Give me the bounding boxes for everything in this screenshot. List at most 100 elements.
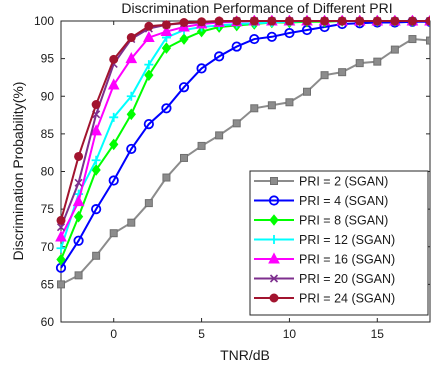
series-pri-2-sgan [57,35,430,289]
data-point [127,218,136,227]
data-point [232,119,241,128]
data-point [390,16,400,26]
legend-item: PRI = 12 (SGAN) [254,233,395,247]
data-point [196,25,207,38]
data-point [232,16,242,26]
data-point [372,16,382,26]
data-point [74,271,83,280]
legend-marker [269,274,279,283]
series-pri-24-sgan [56,16,430,225]
data-point [355,16,365,26]
data-point [126,143,137,155]
x-tick-label: 5 [198,327,205,341]
y-tick-label: 65 [41,277,55,291]
data-point [160,24,173,37]
data-point [426,36,430,45]
data-point [56,223,66,232]
data-point [109,138,119,151]
legend-label: PRI = 2 (SGAN) [299,175,388,189]
data-point [425,16,430,26]
data-point [57,280,65,289]
data-point [303,87,311,96]
data-point [144,69,154,81]
data-point [373,57,382,66]
data-point [161,103,172,114]
data-point [143,30,155,43]
legend-label: PRI = 16 (SGAN) [299,253,395,267]
data-point [91,164,101,176]
series-lines [55,15,430,289]
data-point [109,229,118,238]
data-point [267,101,276,110]
data-point [108,175,119,186]
data-point [215,131,224,140]
data-point [125,52,138,64]
legend-marker [270,177,278,185]
legend-marker [268,195,280,206]
series-line [60,20,430,221]
data-point [355,59,364,68]
data-point [320,16,330,26]
chart-title: Discrimination Performance of Different … [121,0,392,16]
data-point [143,118,154,130]
data-point [197,17,207,27]
legend-box [249,170,429,316]
data-point [338,68,347,77]
data-point [266,31,277,42]
data-point [72,195,85,207]
data-point [90,124,102,136]
y-tick-label: 80 [41,165,55,179]
data-point [56,253,66,266]
legend-label: PRI = 24 (SGAN) [299,292,395,306]
data-point [144,199,153,208]
legend-item: PRI = 8 (SGAN) [254,214,388,228]
data-point [320,71,329,80]
legend-marker [269,214,279,226]
legend-item: PRI = 24 (SGAN) [254,292,395,306]
data-point [249,33,260,45]
legend-marker [268,252,280,264]
y-tick-label: 70 [41,240,55,254]
data-point [337,16,347,26]
data-point [144,21,154,31]
data-point [285,98,294,107]
data-point [267,16,277,26]
x-tick-label: 10 [283,327,297,341]
data-point [126,108,136,121]
data-point [162,173,171,182]
data-point [214,51,225,62]
data-point [407,16,417,26]
data-point [144,60,154,70]
data-point [179,33,189,45]
data-point [179,18,189,28]
data-point [161,20,171,30]
data-point [249,16,259,26]
legend-label: PRI = 4 (SGAN) [299,194,388,208]
series-line [60,20,430,269]
data-point [74,151,84,161]
data-point [302,16,312,26]
data-point [126,91,136,101]
axis-ticks: 0 5 10 15 60 65 70 75 80 85 90 95 100 [34,14,430,341]
y-tick-label: 60 [41,315,55,329]
legend-marker [269,293,279,303]
data-point [91,100,101,110]
x-axis-title: TNR/dB [220,347,270,363]
data-point [284,16,294,26]
legend-label: PRI = 12 (SGAN) [299,233,395,247]
legend-label: PRI = 20 (SGAN) [299,272,395,286]
data-point [109,54,119,64]
y-axis-title: Discrimination Probability(%) [10,82,26,261]
data-point [178,82,190,93]
data-point [74,178,83,187]
legend-marker [269,235,279,244]
data-point [161,42,172,54]
x-tick-label: 15 [371,327,385,341]
legend-item: PRI = 16 (SGAN) [254,252,395,267]
data-point [390,45,399,54]
x-tick-label: 0 [110,327,117,341]
data-point [109,112,119,122]
data-point [55,230,67,242]
data-point [56,243,66,253]
legend-item: PRI = 4 (SGAN) [254,194,388,208]
